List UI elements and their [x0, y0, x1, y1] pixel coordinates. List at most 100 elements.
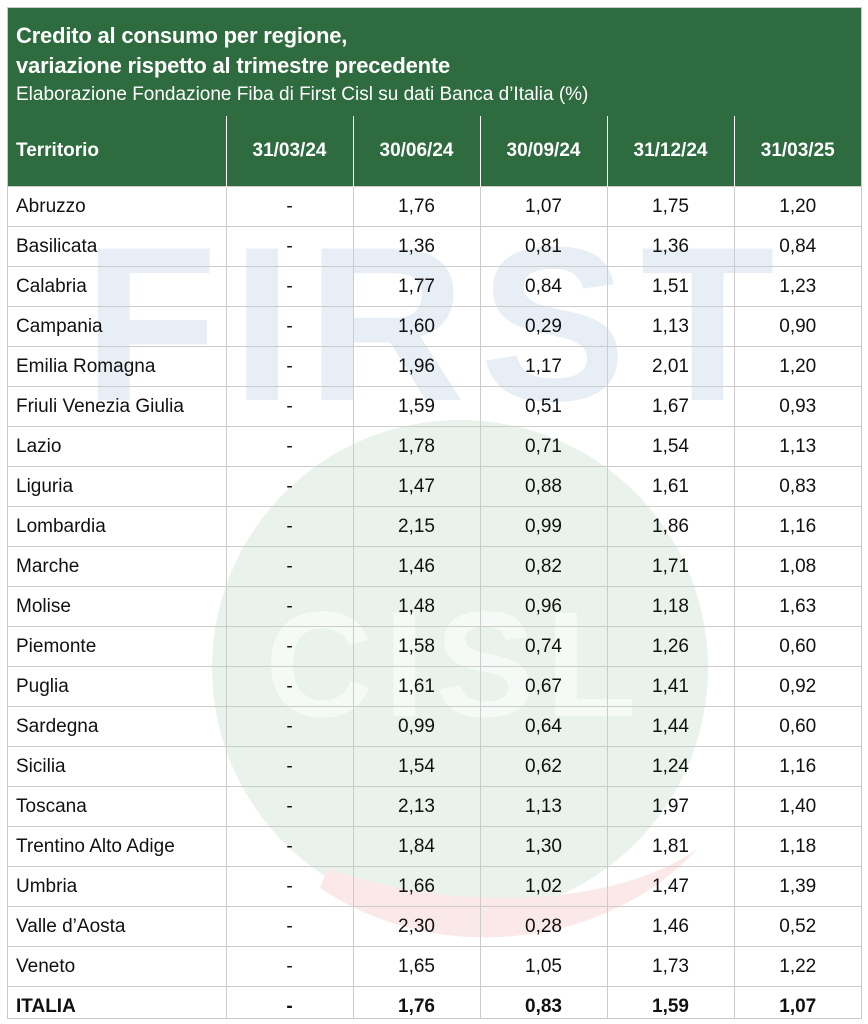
value-cell: 1,67 [606, 386, 734, 427]
value-cell: 1,39 [733, 866, 861, 907]
total-value-cell: 1,07 [733, 986, 861, 1018]
value-cell: 1,59 [352, 386, 480, 427]
region-cell: Sicilia [8, 746, 226, 787]
value-cell: 0,99 [352, 706, 480, 747]
table-title: Credito al consumo per regione, variazio… [16, 21, 450, 81]
title-line-2: variazione rispetto al trimestre precede… [16, 53, 451, 78]
value-cell: 0,28 [479, 906, 607, 947]
table-row: Liguria -1,47 0,88 1,61 0,83 [8, 466, 861, 507]
value-cell: 1,23 [733, 266, 861, 307]
value-cell: 1,71 [606, 546, 734, 587]
table-row: Basilicata -1,36 0,81 1,36 0,84 [8, 226, 861, 267]
value-cell: - [225, 666, 353, 707]
region-cell: Umbria [8, 866, 226, 907]
value-cell: 1,13 [479, 786, 607, 827]
table-row: Friuli Venezia Giulia -1,59 0,51 1,67 0,93 [8, 386, 861, 427]
value-cell: - [225, 506, 353, 547]
value-cell: 1,36 [606, 226, 734, 267]
table-body: Abruzzo -1,76 1,07 1,75 1,20 Basilicata -1,36 0… [8, 186, 861, 1018]
total-value-cell: 0,83 [479, 986, 607, 1018]
table-row: Puglia -1,61 0,67 1,41 0,92 [8, 666, 861, 707]
value-cell: - [225, 346, 353, 387]
value-cell: 0,90 [733, 306, 861, 347]
total-value-cell: - [225, 986, 353, 1018]
value-cell: 1,47 [606, 866, 734, 907]
value-cell: 1,26 [606, 626, 734, 667]
value-cell: - [225, 826, 353, 867]
value-cell: 1,13 [733, 426, 861, 467]
column-header: 30/09/24 [479, 116, 607, 187]
value-cell: 1,17 [479, 346, 607, 387]
table-row: Campania -1,60 0,29 1,13 0,90 [8, 306, 861, 347]
value-cell: 1,97 [606, 786, 734, 827]
column-header: 31/03/25 [733, 116, 861, 187]
value-cell: 1,46 [352, 546, 480, 587]
table-row: Lazio -1,78 0,71 1,54 1,13 [8, 426, 861, 467]
value-cell: 2,30 [352, 906, 480, 947]
value-cell: - [225, 226, 353, 267]
value-cell: 0,67 [479, 666, 607, 707]
column-header: 31/03/24 [225, 116, 353, 187]
table-row: Umbria -1,66 1,02 1,47 1,39 [8, 866, 861, 907]
table-row: Emilia Romagna -1,96 1,17 2,01 1,20 [8, 346, 861, 387]
region-cell: Basilicata [8, 226, 226, 267]
value-cell: 1,20 [733, 346, 861, 387]
value-cell: 1,48 [352, 586, 480, 627]
value-cell: - [225, 546, 353, 587]
region-cell: Liguria [8, 466, 226, 507]
value-cell: 1,13 [606, 306, 734, 347]
region-cell: Veneto [8, 946, 226, 987]
value-cell: - [225, 266, 353, 307]
value-cell: 1,47 [352, 466, 480, 507]
column-header: 30/06/24 [352, 116, 480, 187]
value-cell: 1,18 [733, 826, 861, 867]
value-cell: 1,78 [352, 426, 480, 467]
value-cell: 0,52 [733, 906, 861, 947]
total-row: ITALIA -1,76 0,83 1,59 1,07 [8, 986, 861, 1018]
region-cell: Molise [8, 586, 226, 627]
table-row: Sardegna -0,99 0,64 1,44 0,60 [8, 706, 861, 747]
table-row: Toscana -2,13 1,13 1,97 1,40 [8, 786, 861, 827]
table-subtitle: Elaborazione Fondazione Fiba di First Ci… [16, 84, 589, 105]
region-cell: Toscana [8, 786, 226, 827]
value-cell: - [225, 906, 353, 947]
table-card: FIRST CISL Credito al consumo per region… [7, 7, 862, 1019]
value-cell: 0,92 [733, 666, 861, 707]
value-cell: - [225, 466, 353, 507]
value-cell: 1,44 [606, 706, 734, 747]
table-row: Lombardia -2,15 0,99 1,86 1,16 [8, 506, 861, 547]
value-cell: 1,30 [479, 826, 607, 867]
value-cell: 0,51 [479, 386, 607, 427]
total-value-cell: 1,76 [352, 986, 480, 1018]
total-value-cell: 1,59 [606, 986, 734, 1018]
region-cell: Puglia [8, 666, 226, 707]
value-cell: 1,73 [606, 946, 734, 987]
value-cell: 2,13 [352, 786, 480, 827]
value-cell: 1,51 [606, 266, 734, 307]
value-cell: - [225, 946, 353, 987]
table-row: Abruzzo -1,76 1,07 1,75 1,20 [8, 186, 861, 227]
value-cell: 0,81 [479, 226, 607, 267]
region-cell: Piemonte [8, 626, 226, 667]
value-cell: 0,84 [733, 226, 861, 267]
value-cell: 1,96 [352, 346, 480, 387]
value-cell: - [225, 706, 353, 747]
value-cell: 0,99 [479, 506, 607, 547]
region-cell: Calabria [8, 266, 226, 307]
region-cell: Emilia Romagna [8, 346, 226, 387]
value-cell: - [225, 786, 353, 827]
table-header-banner: Credito al consumo per regione, variazio… [8, 8, 861, 116]
value-cell: 1,08 [733, 546, 861, 587]
value-cell: - [225, 866, 353, 907]
region-cell: Lombardia [8, 506, 226, 547]
value-cell: 1,41 [606, 666, 734, 707]
value-cell: 0,71 [479, 426, 607, 467]
value-cell: 0,96 [479, 586, 607, 627]
value-cell: 2,01 [606, 346, 734, 387]
value-cell: 1,02 [479, 866, 607, 907]
value-cell: 1,58 [352, 626, 480, 667]
value-cell: 1,75 [606, 186, 734, 227]
value-cell: - [225, 586, 353, 627]
value-cell: - [225, 306, 353, 347]
value-cell: 1,07 [479, 186, 607, 227]
